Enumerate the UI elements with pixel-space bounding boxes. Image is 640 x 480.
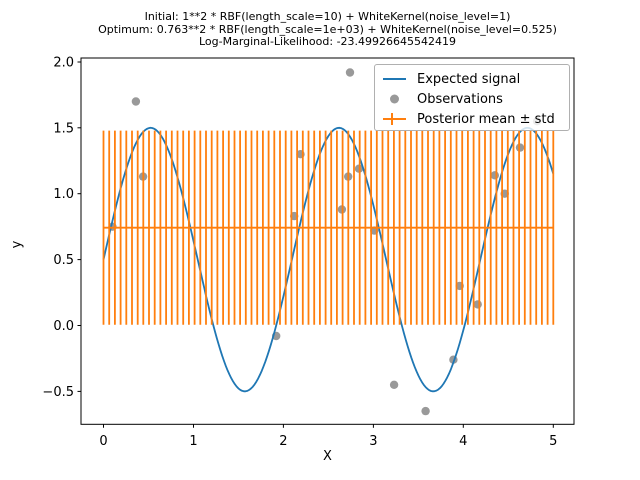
observation-point	[345, 68, 355, 77]
x-tick-label: 1	[189, 434, 197, 449]
axes-frame	[80, 57, 575, 425]
observation-point	[515, 143, 525, 152]
legend-item-observations: Observations	[382, 89, 569, 109]
chart-title: Initial: 1**2 * RBF(length_scale=10) + W…	[40, 10, 615, 49]
x-tick-label: 5	[549, 434, 557, 449]
observation-point	[473, 300, 482, 309]
observation-point	[490, 171, 499, 180]
x-tick-label: 0	[99, 434, 107, 449]
x-axis-label: X	[323, 449, 332, 464]
observation-point	[389, 380, 399, 389]
legend-item-expected-signal: Expected signal	[382, 69, 569, 89]
y-tick-label: −0.5	[42, 385, 74, 400]
title-line-log-marginal-likelihood: Log-Marginal-Likelihood: -23.49926645542…	[198, 35, 457, 48]
legend-label-posterior-mean: Posterior mean ± std	[417, 111, 555, 127]
line-sample-icon	[383, 78, 406, 80]
expected-signal-curve	[102, 126, 555, 393]
title-line-optimum-kernel: Optimum: 0.763**2 * RBF(length_scale=1e+…	[98, 22, 557, 36]
errorbar-sample-icon	[383, 113, 406, 125]
legend-label-expected-signal: Expected signal	[417, 71, 521, 87]
legend-item-posterior-mean: Posterior mean ± std	[382, 109, 569, 129]
legend: Expected signal Observations Posterior m…	[374, 64, 570, 131]
y-tick-label: 1.5	[53, 121, 74, 136]
observation-point	[131, 97, 141, 106]
y-tick-label: 0.0	[53, 319, 74, 334]
x-tick-label: 2	[279, 434, 287, 449]
observation-point	[421, 406, 430, 416]
x-tick-label: 3	[369, 434, 377, 449]
dot-sample-icon	[390, 94, 399, 104]
y-tick-label: 2.0	[53, 56, 74, 71]
y-tick-label: 1.0	[53, 187, 74, 202]
y-axis-label: y	[9, 240, 25, 249]
legend-label-observations: Observations	[417, 91, 503, 107]
y-tick-label: 0.5	[53, 253, 74, 268]
x-tick-label: 4	[459, 434, 467, 449]
title-line-initial-kernel: Initial: 1**2 * RBF(length_scale=10) + W…	[144, 10, 511, 23]
